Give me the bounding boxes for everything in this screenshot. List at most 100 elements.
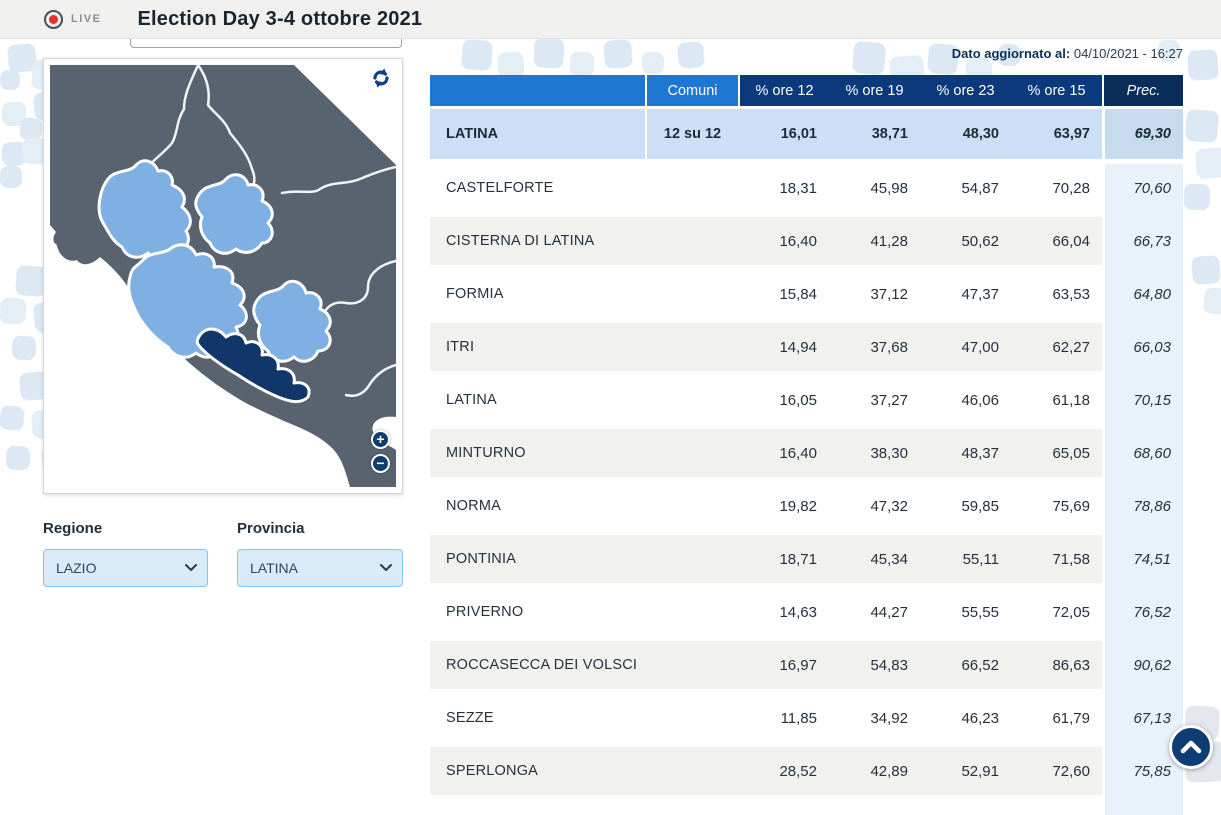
header-cell-ore15: % ore 15 — [1011, 75, 1102, 106]
map-province-viterbo[interactable] — [97, 159, 192, 260]
prec-cell: 66,03 — [1133, 338, 1171, 356]
value-cell-ore15: 66,04 — [1011, 217, 1102, 265]
value-cell-ore19: 38,30 — [829, 429, 920, 477]
comuni-cell — [645, 482, 738, 530]
comune-name-cell: SPERLONGA — [430, 747, 645, 795]
comune-name-cell: NORMA — [446, 498, 501, 514]
map-refresh-button[interactable] — [368, 65, 394, 91]
background-tile — [1183, 183, 1211, 211]
summary-value-cell: 48,30 — [962, 126, 999, 142]
table-row[interactable]: SEZZE 11,85 34,92 46,23 61,79 67,13 — [430, 694, 1183, 742]
header-cell-blank — [430, 75, 645, 106]
background-tile — [1202, 286, 1221, 316]
record-dot — [49, 14, 58, 24]
regione-select[interactable]: LAZIO — [43, 549, 208, 587]
live-label: LIVE — [71, 13, 102, 25]
table-header-row: Comuni % ore 12 % ore 19 % ore 23 % ore … — [430, 75, 1183, 106]
provincia-select[interactable]: LATINA — [237, 549, 403, 587]
value-cell-ore15: 72,05 — [1052, 603, 1090, 621]
prec-cell: 67,13 — [1133, 709, 1171, 727]
map-province-frosinone[interactable] — [252, 279, 332, 363]
prec-cell: 76,52 — [1133, 603, 1171, 621]
prec-cell: 78,86 — [1133, 497, 1171, 515]
background-tile — [0, 69, 21, 91]
background-tile — [1186, 48, 1220, 82]
table-row[interactable]: MINTURNO 16,40 38,30 48,37 65,05 68,60 — [430, 429, 1183, 477]
comune-name-cell: PRIVERNO — [446, 604, 524, 620]
prec-column-band — [1102, 164, 1183, 815]
table-row[interactable]: LATINA 16,05 37,27 46,06 61,18 70,15 — [430, 376, 1183, 424]
scroll-to-top-button[interactable] — [1169, 725, 1213, 769]
comuni-cell — [645, 747, 738, 795]
map-province-rieti[interactable] — [194, 173, 274, 255]
value-cell-ore19: 42,89 — [829, 747, 920, 795]
table-row[interactable]: NORMA 19,82 47,32 59,85 75,69 78,86 — [430, 482, 1183, 530]
value-cell-ore19: 41,28 — [829, 217, 920, 265]
prec-cell: 70,60 — [1133, 179, 1171, 197]
map-zoom-in-button[interactable]: + — [371, 430, 390, 449]
table-row[interactable]: CASTELFORTE 18,31 45,98 54,87 70,28 70,6… — [430, 164, 1183, 212]
comune-name-cell: CASTELFORTE — [446, 180, 554, 196]
value-cell-ore19: 54,83 — [829, 641, 920, 689]
refresh-icon — [373, 68, 389, 88]
comune-name-cell: SEZZE — [446, 710, 494, 726]
header-cell-ore12: % ore 12 — [738, 75, 829, 106]
value-cell-ore19: 37,12 — [870, 285, 908, 303]
comune-name-cell: CISTERNA DI LATINA — [430, 217, 645, 265]
regione-label: Regione — [43, 520, 103, 537]
value-cell-ore19: 37,68 — [829, 323, 920, 371]
value-cell-ore12: 16,05 — [779, 391, 817, 409]
header-cell-prec: Prec. — [1102, 75, 1183, 106]
summary-value-cell: 16,01 — [780, 126, 817, 142]
table-row[interactable]: SPERLONGA 28,52 42,89 52,91 72,60 75,85 — [430, 747, 1183, 795]
comune-name-cell: ITRI — [430, 323, 645, 371]
summary-row[interactable]: LATINA 12 su 12 16,01 38,71 48,30 63,97 … — [430, 109, 1183, 159]
table-row[interactable]: PRIVERNO 14,63 44,27 55,55 72,05 76,52 — [430, 588, 1183, 636]
prec-cell: 66,73 — [1133, 232, 1171, 250]
comune-name-cell: PONTINIA — [430, 535, 645, 583]
value-cell-ore12: 18,71 — [738, 535, 829, 583]
table-row[interactable]: CISTERNA DI LATINA 16,40 41,28 50,62 66,… — [430, 217, 1183, 265]
background-tile — [1194, 146, 1221, 180]
value-cell-ore19: 37,27 — [870, 391, 908, 409]
value-cell-ore12: 14,63 — [779, 603, 817, 621]
background-tile — [5, 445, 31, 471]
map-zoom-out-button[interactable]: − — [371, 454, 390, 473]
table-row[interactable]: ROCCASECCA DEI VOLSCI 16,97 54,83 66,52 … — [430, 641, 1183, 689]
value-cell-ore23: 48,37 — [920, 429, 1011, 477]
comuni-cell — [645, 535, 738, 583]
table-row[interactable]: PONTINIA 18,71 45,34 55,11 71,58 74,51 — [430, 535, 1183, 583]
comuni-cell — [645, 694, 738, 742]
map-province-latina[interactable] — [195, 327, 311, 404]
summary-value-cell: 38,71 — [871, 126, 908, 142]
value-cell-ore23: 50,62 — [920, 217, 1011, 265]
background-pattern — [0, 37, 1221, 784]
value-cell-ore23: 47,00 — [920, 323, 1011, 371]
value-cell-ore23: 55,11 — [920, 535, 1011, 583]
value-cell-ore15: 75,69 — [1052, 497, 1090, 515]
provincia-label: Provincia — [237, 520, 305, 537]
truncated-panel[interactable] — [130, 38, 402, 48]
comuni-cell — [645, 323, 738, 371]
comuni-cell — [645, 376, 738, 424]
value-cell-ore15: 71,58 — [1011, 535, 1102, 583]
live-badge: LIVE — [44, 9, 102, 29]
comuni-cell — [645, 217, 738, 265]
prec-cell: 64,80 — [1133, 285, 1171, 303]
value-cell-ore15: 63,53 — [1052, 285, 1090, 303]
value-cell-ore12: 14,94 — [738, 323, 829, 371]
prec-cell: 74,51 — [1133, 550, 1171, 568]
summary-name-cell: LATINA — [446, 126, 499, 142]
value-cell-ore23: 52,91 — [920, 747, 1011, 795]
region-map[interactable] — [50, 65, 396, 487]
value-cell-ore23: 55,55 — [961, 603, 999, 621]
value-cell-ore23: 59,85 — [961, 497, 999, 515]
table-row[interactable]: FORMIA 15,84 37,12 47,37 63,53 64,80 — [430, 270, 1183, 318]
background-tile — [11, 335, 37, 361]
updated-label: Dato aggiornato al: — [951, 46, 1071, 61]
table-row[interactable]: ITRI 14,94 37,68 47,00 62,27 66,03 — [430, 323, 1183, 371]
value-cell-ore12: 16,40 — [738, 429, 829, 477]
background-tile — [0, 404, 26, 432]
value-cell-ore12: 15,84 — [779, 285, 817, 303]
comune-name-cell: FORMIA — [446, 286, 504, 302]
